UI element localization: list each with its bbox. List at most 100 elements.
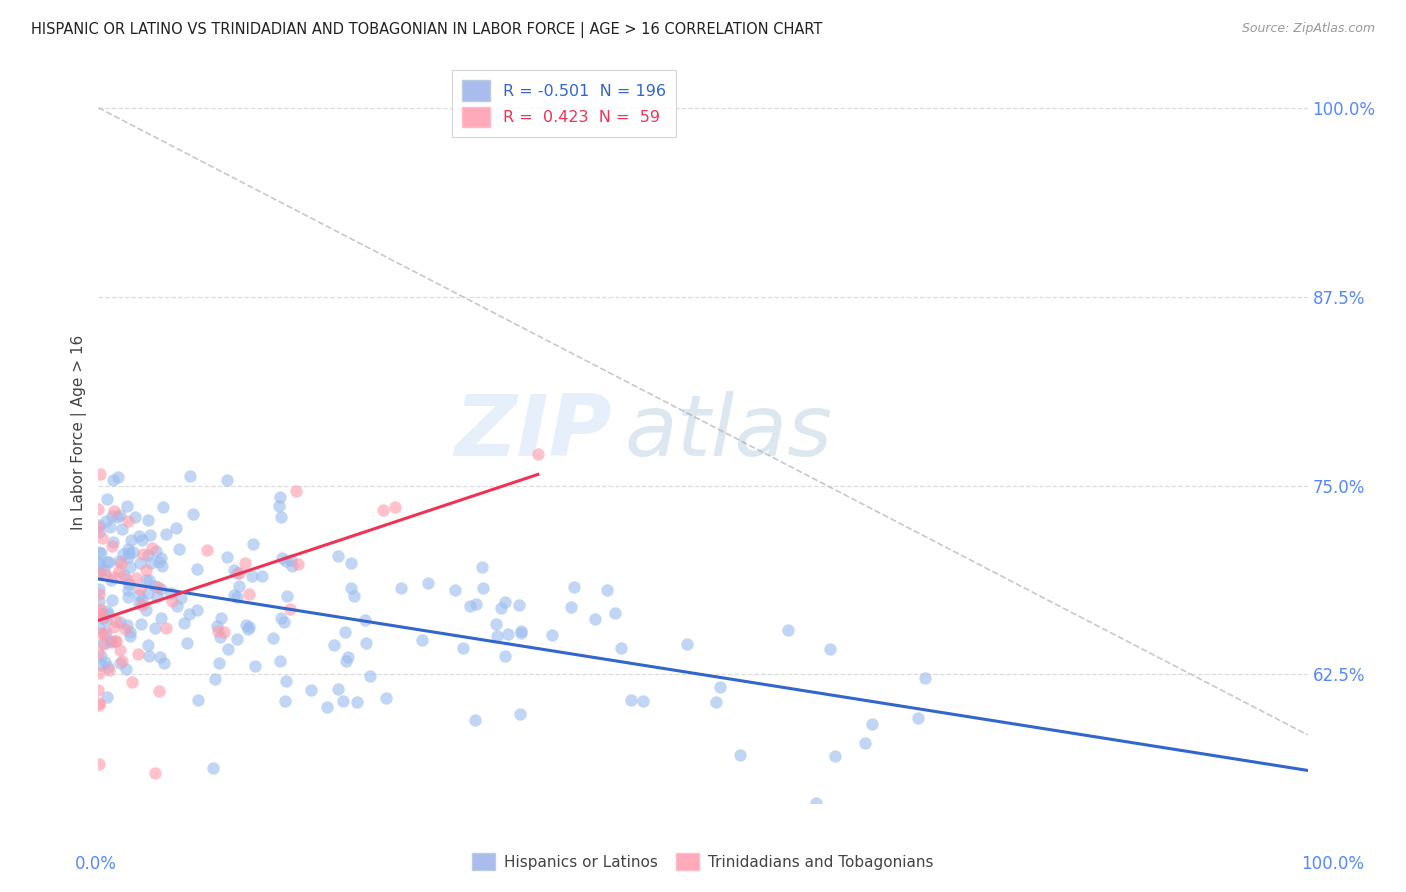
Point bbox=[131, 592, 153, 607]
Point bbox=[620, 692, 643, 706]
Point bbox=[541, 628, 564, 642]
Point bbox=[907, 711, 929, 725]
Point bbox=[167, 542, 190, 557]
Point bbox=[610, 641, 633, 656]
Point bbox=[299, 682, 322, 697]
Point bbox=[527, 447, 550, 461]
Point bbox=[208, 656, 231, 670]
Point bbox=[250, 569, 273, 583]
Point bbox=[111, 547, 134, 561]
Point bbox=[228, 566, 250, 581]
Point bbox=[508, 598, 530, 612]
Point bbox=[453, 640, 475, 655]
Point bbox=[115, 572, 138, 586]
Point bbox=[384, 500, 406, 514]
Point bbox=[285, 484, 308, 499]
Point bbox=[138, 649, 160, 664]
Point bbox=[87, 520, 110, 534]
Point bbox=[124, 509, 146, 524]
Point bbox=[215, 549, 238, 564]
Point bbox=[101, 592, 124, 607]
Point bbox=[583, 612, 606, 626]
Point bbox=[225, 632, 247, 646]
Point bbox=[138, 573, 160, 587]
Point bbox=[675, 637, 697, 651]
Point bbox=[103, 504, 125, 518]
Point bbox=[97, 664, 120, 678]
Point bbox=[100, 635, 122, 649]
Point bbox=[160, 594, 183, 608]
Point bbox=[226, 566, 249, 581]
Point bbox=[335, 624, 357, 639]
Point bbox=[340, 581, 363, 595]
Point bbox=[510, 626, 533, 640]
Point bbox=[152, 500, 174, 514]
Point bbox=[90, 648, 112, 663]
Point bbox=[143, 765, 166, 780]
Point bbox=[205, 619, 228, 633]
Point bbox=[114, 622, 136, 636]
Point bbox=[118, 625, 141, 640]
Point bbox=[818, 642, 841, 657]
Point bbox=[494, 594, 516, 608]
Point bbox=[117, 591, 139, 605]
Point bbox=[562, 581, 585, 595]
Point bbox=[179, 469, 201, 483]
Point bbox=[778, 623, 800, 637]
Point bbox=[87, 757, 110, 772]
Point bbox=[274, 694, 297, 708]
Point bbox=[93, 627, 115, 641]
Point bbox=[110, 508, 132, 523]
Point bbox=[110, 643, 132, 657]
Point bbox=[120, 533, 142, 547]
Point bbox=[728, 748, 751, 763]
Point bbox=[411, 633, 433, 648]
Point bbox=[105, 634, 128, 648]
Point bbox=[186, 562, 208, 576]
Point bbox=[87, 502, 110, 516]
Point bbox=[96, 491, 118, 506]
Point bbox=[240, 569, 263, 583]
Point bbox=[128, 528, 150, 542]
Point bbox=[100, 539, 122, 553]
Point bbox=[148, 684, 170, 698]
Point bbox=[274, 673, 297, 688]
Point bbox=[94, 613, 117, 627]
Text: 0.0%: 0.0% bbox=[75, 855, 117, 872]
Point bbox=[111, 522, 134, 536]
Point bbox=[280, 553, 302, 567]
Text: Source: ZipAtlas.com: Source: ZipAtlas.com bbox=[1241, 22, 1375, 36]
Point bbox=[354, 613, 377, 627]
Point bbox=[155, 621, 177, 635]
Point bbox=[332, 694, 354, 708]
Point bbox=[337, 649, 360, 664]
Point bbox=[135, 573, 157, 587]
Point bbox=[121, 674, 143, 689]
Point bbox=[860, 716, 883, 731]
Point bbox=[173, 615, 195, 630]
Point bbox=[458, 599, 481, 613]
Point bbox=[236, 623, 259, 637]
Point bbox=[87, 587, 110, 601]
Text: 100.0%: 100.0% bbox=[1302, 855, 1364, 872]
Point bbox=[129, 617, 152, 632]
Point bbox=[103, 620, 125, 634]
Point bbox=[914, 671, 936, 685]
Point bbox=[127, 648, 149, 662]
Point bbox=[118, 546, 141, 560]
Point bbox=[115, 618, 138, 632]
Point bbox=[155, 527, 177, 541]
Point bbox=[115, 499, 138, 513]
Point bbox=[108, 554, 131, 568]
Point bbox=[108, 564, 131, 578]
Point bbox=[153, 657, 176, 671]
Point bbox=[181, 507, 204, 521]
Point bbox=[145, 590, 167, 604]
Point bbox=[89, 607, 111, 621]
Point bbox=[496, 627, 519, 641]
Point bbox=[270, 610, 292, 624]
Point bbox=[87, 682, 110, 697]
Point bbox=[222, 563, 245, 577]
Text: ZIP: ZIP bbox=[454, 391, 613, 475]
Point bbox=[128, 596, 150, 610]
